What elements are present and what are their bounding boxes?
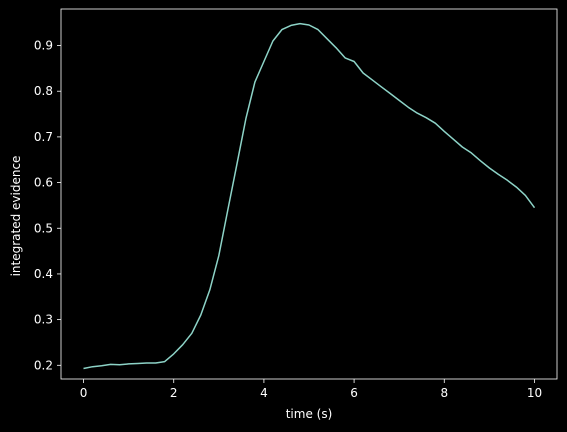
x-tick-label: 4 bbox=[260, 386, 268, 400]
x-axis: 0 2 4 6 8 10 bbox=[80, 379, 542, 400]
y-tick-label: 0.9 bbox=[34, 39, 53, 53]
y-tick-label: 0.4 bbox=[34, 267, 53, 281]
x-tick-label: 0 bbox=[80, 386, 88, 400]
y-tick-label: 0.8 bbox=[34, 84, 53, 98]
x-tick-label: 6 bbox=[350, 386, 358, 400]
series-line-0 bbox=[83, 22, 536, 370]
x-tick-label: 8 bbox=[440, 386, 448, 400]
plot-frame bbox=[60, 8, 558, 380]
x-tick-label: 10 bbox=[527, 386, 542, 400]
x-tick-label: 2 bbox=[170, 386, 178, 400]
y-tick-label: 0.5 bbox=[34, 221, 53, 235]
y-tick-label: 0.6 bbox=[34, 176, 53, 190]
plot-area bbox=[60, 8, 558, 380]
y-tick-label: 0.3 bbox=[34, 313, 53, 327]
y-tick-label: 0.7 bbox=[34, 130, 53, 144]
y-axis-label: integrated evidence bbox=[9, 156, 23, 277]
x-axis-label: time (s) bbox=[286, 407, 333, 421]
y-axis: 0.2 0.3 0.4 0.5 0.6 0.7 0.8 0.9 bbox=[34, 39, 61, 372]
y-tick-label: 0.2 bbox=[34, 358, 53, 372]
